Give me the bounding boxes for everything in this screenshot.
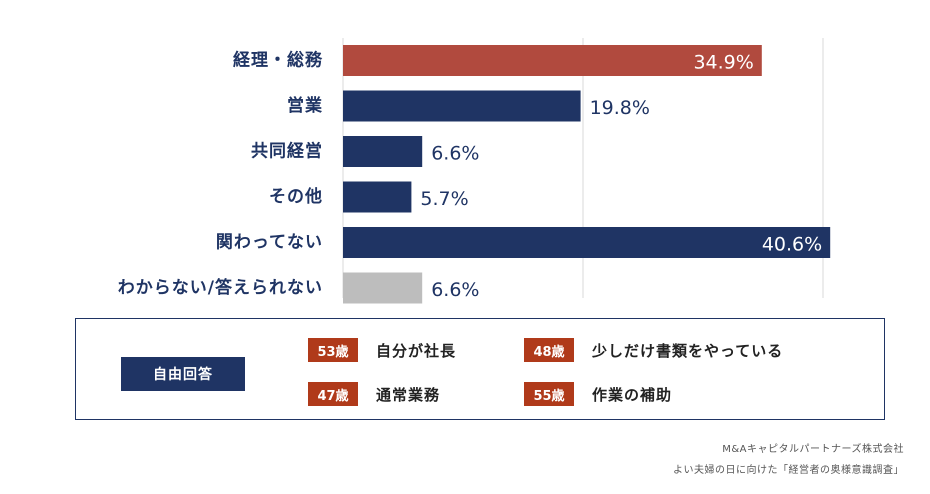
bar	[343, 227, 831, 258]
free-response-item: 48歳 少しだけ書類をやっている	[524, 338, 783, 362]
free-response-item: 55歳 作業の補助	[524, 382, 672, 406]
grid-lines	[342, 38, 824, 298]
bar	[343, 90, 581, 122]
category-label: その他	[269, 186, 323, 207]
value-label: 19.8%	[590, 97, 650, 119]
response-text: 作業の補助	[592, 385, 673, 404]
source-company: M&Aキャピタルパートナーズ株式会社	[722, 444, 904, 455]
response-text: 通常業務	[376, 385, 441, 404]
value-label: 5.7%	[420, 188, 468, 210]
bar-chart: 経理・総務 34.9% 営業 19.8% 共同経営 6.6% その他 5.7% 関わってない 40…	[118, 38, 831, 304]
free-response-item: 53歳 自分が社長	[308, 338, 456, 362]
category-label: 共同経営	[251, 141, 323, 162]
category-label: 関わってない	[216, 233, 323, 253]
value-label: 40.6%	[762, 234, 822, 256]
value-label: 6.6%	[431, 279, 479, 301]
free-response-item: 47歳 通常業務	[308, 382, 440, 406]
response-text: 自分が社長	[376, 341, 457, 360]
age-badge: 55歳	[524, 382, 574, 406]
category-label: わからない/答えられない	[118, 277, 323, 298]
bar	[343, 45, 762, 76]
bars	[343, 45, 831, 304]
free-response-box: 自由回答 53歳 自分が社長 48歳 少しだけ書類をやっている 47歳 通常業務…	[75, 318, 885, 420]
source-survey: よい夫婦の日に向けた「経営者の奥様意識調査」	[673, 465, 904, 476]
value-label: 6.6%	[431, 143, 479, 165]
bar	[343, 181, 412, 213]
category-label: 営業	[287, 95, 323, 116]
free-response-title: 自由回答	[121, 357, 245, 391]
value-label: 34.9%	[693, 52, 753, 74]
labels: 経理・総務 34.9% 営業 19.8% 共同経営 6.6% その他 5.7% 関わってない 40…	[118, 50, 822, 302]
bar	[343, 272, 423, 304]
age-badge: 53歳	[308, 338, 358, 362]
bar	[343, 136, 423, 167]
category-label: 経理・総務	[233, 50, 323, 71]
response-text: 少しだけ書類をやっている	[592, 341, 784, 360]
age-badge: 48歳	[524, 338, 574, 362]
age-badge: 47歳	[308, 382, 358, 406]
